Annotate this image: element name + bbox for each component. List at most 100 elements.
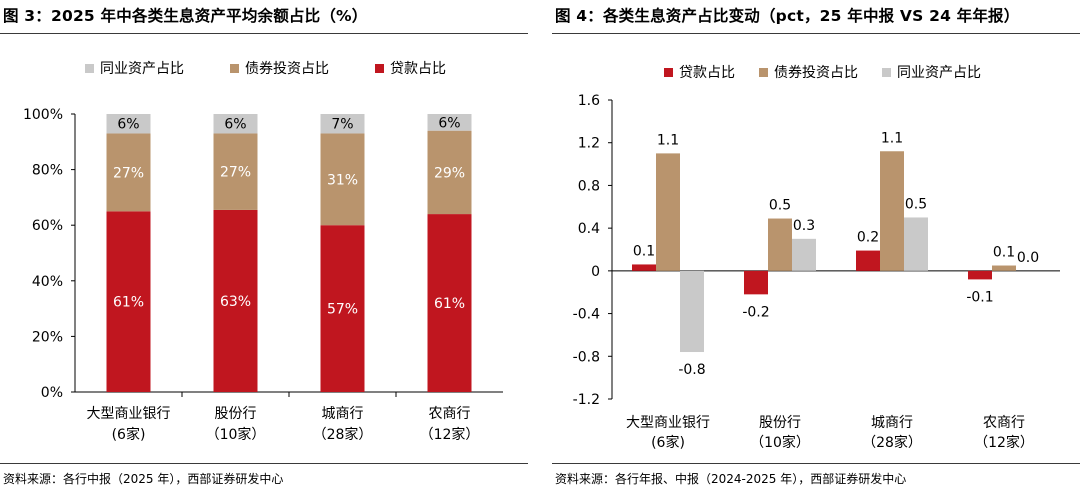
bar-segment [427, 214, 472, 392]
legend-label-loan: 贷款占比 [390, 61, 446, 77]
grouped-bar-chart: -1.2 -0.8 -0.4 0 0.4 0.8 1.2 1.6 0.1 1.1 -0.8 大型商业银… [573, 93, 1060, 451]
bar [992, 265, 1016, 271]
data-label: 0.2 [857, 230, 879, 246]
figure-3-top-rule [0, 33, 528, 34]
bar-segment [106, 114, 151, 134]
bar-segment [213, 209, 258, 392]
x-category-sublabel: （12家） [420, 426, 480, 443]
data-label: 27% [220, 165, 251, 181]
y-tick-label: 0.8 [578, 178, 600, 194]
x-category-label: 城商行 [322, 406, 364, 422]
data-label: 0.5 [905, 196, 927, 212]
x-category-sublabel: (6家) [112, 426, 146, 443]
bar [904, 217, 928, 271]
legend-item-interbank: 同业资产占比 [882, 62, 981, 82]
figure-3-panel: 图 3：2025 年中各类生息资产平均余额占比（%） 同业资产占比 债券投资占比… [0, 0, 528, 493]
bar [680, 270, 704, 353]
y-tick-label: 80% [32, 163, 63, 179]
y-tick-label: 60% [32, 218, 63, 234]
bar [792, 238, 816, 271]
data-label: 0.0 [1017, 250, 1039, 266]
x-category-sublabel: （10家） [206, 426, 266, 443]
legend-swatch-bond [230, 63, 239, 73]
figure-3-source: 资料来源：各行中报（2025 年），西部证券研发中心 [3, 472, 284, 486]
legend-item-loan: 贷款占比 [375, 58, 446, 78]
data-label: 0.1 [633, 243, 655, 259]
x-category-label: 大型商业银行 [626, 415, 710, 431]
data-label: 61% [434, 296, 465, 312]
bar [880, 151, 904, 271]
figure-3-bottom-rule [0, 463, 528, 464]
figure-4-top-rule [552, 33, 1080, 34]
data-label: 1.1 [657, 132, 679, 148]
data-label: 0.5 [769, 198, 791, 214]
x-category-label: 股份行 [759, 415, 801, 431]
data-label: 31% [327, 172, 358, 188]
legend-swatch-bond [759, 67, 768, 77]
y-tick-label: -1.2 [573, 392, 600, 408]
data-label: 0.3 [793, 218, 815, 234]
data-label: 61% [113, 295, 144, 311]
stacked-bar-chart: 0% 20% 40% 60% 80% 100% 61% 27% 6% 大型商业银行 (6家) 63% 2… [23, 107, 503, 443]
data-label: 1.1 [881, 130, 903, 146]
x-category-sublabel: (6家) [651, 434, 685, 451]
x-category-label: 城商行 [871, 415, 913, 431]
data-label: 27% [113, 165, 144, 181]
bar [768, 218, 792, 271]
legend-item-bond: 债券投资占比 [230, 58, 329, 78]
bar [656, 153, 680, 271]
figure-4-panel: 图 4：各类生息资产占比变动（pct，25 年中报 VS 24 年年报） 贷款占… [552, 0, 1080, 493]
figure-4-bottom-rule [552, 463, 1080, 464]
data-label: 6% [224, 117, 246, 133]
legend-swatch-loan [664, 67, 673, 77]
x-category-label: 股份行 [215, 406, 257, 422]
y-tick-label: 0 [591, 264, 600, 280]
y-tick-label: 40% [32, 274, 63, 290]
figure-3-title: 图 3：2025 年中各类生息资产平均余额占比（%） [3, 7, 368, 25]
data-label: 6% [438, 115, 460, 131]
figure-4-legend: 贷款占比 债券投资占比 同业资产占比 [664, 62, 981, 82]
bar-segment [427, 114, 472, 131]
y-tick-label: 0% [41, 385, 63, 401]
y-tick-label: 1.6 [578, 93, 600, 109]
y-tick-label: 0.4 [578, 221, 600, 237]
x-category-label: 大型商业银行 [87, 406, 171, 422]
figure-4-title: 图 4：各类生息资产占比变动（pct，25 年中报 VS 24 年年报） [555, 7, 1020, 25]
y-tick-label: 20% [32, 329, 63, 345]
legend-swatch-loan [375, 63, 384, 73]
bar-segment [320, 133, 365, 226]
legend-item-bond: 债券投资占比 [759, 62, 858, 82]
data-label: -0.2 [742, 304, 769, 320]
data-label: -0.8 [678, 362, 705, 378]
legend-label-interbank: 同业资产占比 [897, 65, 981, 81]
data-label: 63% [220, 294, 251, 310]
y-tick-label: 1.2 [578, 136, 600, 152]
legend-label-interbank: 同业资产占比 [100, 61, 184, 77]
data-label: 0.1 [993, 245, 1015, 261]
bar-segment [213, 133, 258, 210]
data-label: 6% [117, 117, 139, 133]
legend-label-loan: 贷款占比 [679, 65, 735, 81]
bar-segment [106, 133, 151, 212]
x-category-sublabel: （28家） [862, 434, 922, 451]
bar-segment [106, 211, 151, 392]
legend-label-bond: 债券投资占比 [245, 61, 329, 77]
figure-4-source: 资料来源：各行年报、中报（2024-2025 年），西部证券研发中心 [555, 472, 907, 486]
x-category-label: 农商行 [983, 415, 1025, 431]
x-category-sublabel: （10家） [750, 434, 810, 451]
bar-segment [320, 225, 365, 392]
data-label: 57% [327, 302, 358, 318]
legend-swatch-interbank [85, 63, 94, 73]
data-label: 7% [331, 117, 353, 133]
legend-item-interbank: 同业资产占比 [85, 58, 184, 78]
figure-3-legend: 同业资产占比 债券投资占比 贷款占比 [85, 58, 446, 78]
bar-segment [427, 130, 472, 215]
y-tick-label: -0.4 [573, 307, 600, 323]
bar [632, 264, 656, 271]
x-category-sublabel: （12家） [974, 434, 1034, 451]
bar-segment [320, 114, 365, 134]
data-label: 29% [434, 165, 465, 181]
legend-label-bond: 债券投资占比 [774, 65, 858, 81]
bar [856, 250, 880, 271]
y-tick-label: -0.8 [573, 349, 600, 365]
